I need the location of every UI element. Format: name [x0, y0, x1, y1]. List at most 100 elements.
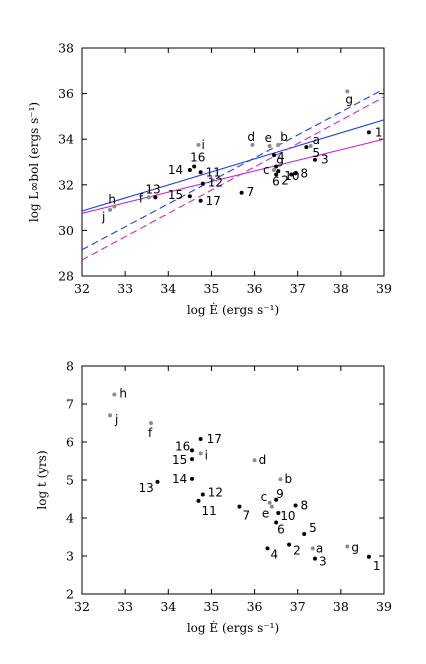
- fit-lines: [81, 88, 385, 261]
- data-point: [112, 204, 117, 209]
- x-tick-label: 36: [247, 599, 263, 614]
- y-tick-label: 34: [58, 132, 74, 147]
- point-label: 15: [168, 188, 183, 202]
- data-point: [366, 130, 371, 135]
- point-label: a: [313, 133, 320, 147]
- data-point: [200, 181, 205, 186]
- x-ticks: 32 33 34 35 36 37 38 39: [74, 48, 392, 296]
- x-axis-label: log Ė (ergs s⁻¹): [187, 620, 279, 635]
- x-tick-label: 36: [247, 281, 263, 296]
- data-point: [310, 546, 315, 551]
- y-ticks: 2 3 4 5 6 7 8: [66, 359, 384, 602]
- data-point: [196, 142, 201, 147]
- x-axis-label: log Ė (ergs s⁻¹): [187, 302, 279, 317]
- point-label: 12: [208, 176, 223, 190]
- point-label: j: [101, 210, 105, 224]
- data-point: [155, 479, 160, 484]
- fit-line-magenta-solid: [81, 138, 385, 214]
- data-point: [149, 421, 154, 425]
- point-label: g: [351, 541, 359, 555]
- y-axis-label: log t (yrs): [35, 450, 49, 509]
- data-point: [239, 190, 244, 195]
- point-label: g: [345, 92, 353, 106]
- fit-line-magenta-dashed: [81, 96, 385, 261]
- point-label: 9: [276, 487, 284, 501]
- point-label: d: [247, 130, 255, 144]
- point-label: e: [265, 131, 272, 145]
- point-label: 6: [272, 175, 280, 189]
- data-point: [274, 497, 279, 502]
- data-point: [269, 504, 274, 509]
- point-label: 8: [301, 166, 309, 180]
- x-tick-label: 35: [203, 281, 219, 296]
- data-point: [108, 413, 113, 418]
- point-label: 5: [312, 146, 320, 160]
- data-point: [153, 195, 158, 200]
- data-point: [293, 503, 298, 508]
- y-tick-label: 38: [58, 41, 74, 56]
- point-label: 7: [247, 185, 255, 199]
- data-point: [302, 531, 307, 536]
- point-label: 6: [277, 523, 285, 537]
- point-label: 2: [281, 174, 289, 188]
- data-point: [198, 198, 203, 203]
- point-label: 13: [145, 182, 160, 196]
- plot-frame: [81, 365, 385, 595]
- data-point: [108, 207, 113, 212]
- data-point: [308, 144, 313, 149]
- point-label: 9: [276, 156, 284, 170]
- data-point: [187, 194, 192, 199]
- point-label: 5: [309, 521, 317, 535]
- x-tick-label: 34: [160, 599, 176, 614]
- point-label: f: [148, 426, 153, 440]
- fit-line-blue-dashed: [81, 88, 385, 251]
- point-label: c: [261, 490, 268, 504]
- point-label: 10: [284, 169, 299, 183]
- data-point: [112, 392, 117, 397]
- point-label: 17: [207, 432, 222, 446]
- x-tick-label: 38: [333, 599, 349, 614]
- y-tick-label: 30: [58, 223, 74, 238]
- data-point: [289, 172, 294, 177]
- point-label: 14: [168, 163, 183, 177]
- y-tick-label: 2: [66, 587, 74, 602]
- point-label: i: [205, 448, 208, 462]
- data-point: [252, 458, 257, 463]
- data-point: [265, 546, 270, 551]
- data-point: [267, 500, 272, 505]
- point-label: e: [262, 507, 269, 521]
- x-tick-label: 37: [290, 281, 306, 296]
- point-label: 17: [206, 194, 221, 208]
- y-tick-label: 4: [66, 511, 74, 526]
- data-point: [276, 511, 281, 516]
- x-tick-label: 39: [376, 281, 392, 296]
- y-tick-label: 36: [58, 86, 74, 101]
- point-label: b: [280, 130, 288, 144]
- point-label: 7: [242, 509, 250, 523]
- y-axis-label: log L∞bol (ergs s⁻¹): [27, 102, 41, 222]
- point-label: d: [259, 453, 267, 467]
- point-label: 14: [172, 472, 187, 486]
- data-point: [312, 157, 317, 162]
- point-label: 15: [172, 453, 187, 467]
- point-label: h: [119, 387, 127, 401]
- data-point: [192, 164, 197, 169]
- x-tick-label: 33: [117, 281, 133, 296]
- data-point: [200, 492, 205, 497]
- point-label: 1: [375, 125, 383, 139]
- data-point: [345, 89, 350, 94]
- data-point: [345, 544, 350, 549]
- point-label: i: [201, 138, 204, 152]
- data-point: [276, 142, 281, 147]
- x-tick-label: 32: [74, 281, 90, 296]
- point-label: 16: [190, 151, 205, 165]
- x-tick-label: 39: [376, 599, 392, 614]
- point-label: j: [114, 412, 118, 426]
- x-tick-label: 32: [74, 599, 90, 614]
- fit-line-blue-solid: [81, 119, 385, 212]
